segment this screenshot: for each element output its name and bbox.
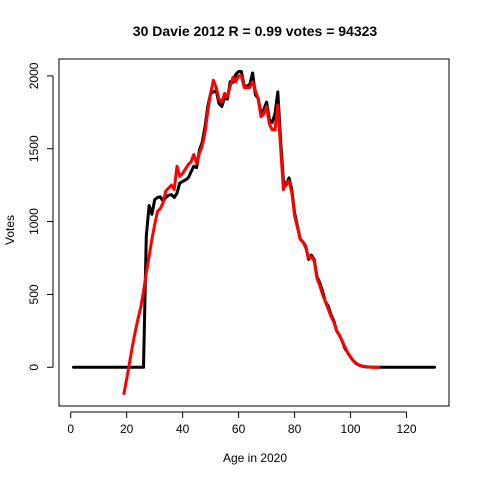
x-axis-label: Age in 2020 xyxy=(223,451,287,465)
x-tick-label: 60 xyxy=(232,422,246,436)
series-layer xyxy=(72,70,436,395)
plot-area-border xyxy=(58,58,450,407)
series-line-red xyxy=(122,74,380,395)
x-tick-label: 80 xyxy=(288,422,302,436)
chart-title: 30 Davie 2012 R = 0.99 votes = 94323 xyxy=(133,23,378,39)
y-tick-label: 2000 xyxy=(27,62,41,89)
x-axis: 0 20 40 60 80 100 120 xyxy=(67,411,417,436)
x-tick-label: 40 xyxy=(176,422,190,436)
y-tick-label: 500 xyxy=(27,284,41,304)
x-tick-label: 0 xyxy=(67,422,74,436)
x-tick-label: 120 xyxy=(396,422,416,436)
series-line-black xyxy=(72,70,436,369)
y-tick-label: 1000 xyxy=(27,208,41,235)
x-tick-label: 20 xyxy=(120,422,134,436)
y-tick-label: 1500 xyxy=(27,135,41,162)
y-tick-label: 0 xyxy=(27,364,41,371)
x-tick-label: 100 xyxy=(341,422,361,436)
y-axis: 0 500 1000 1500 2000 xyxy=(27,62,54,371)
y-axis-label: Votes xyxy=(3,215,17,245)
